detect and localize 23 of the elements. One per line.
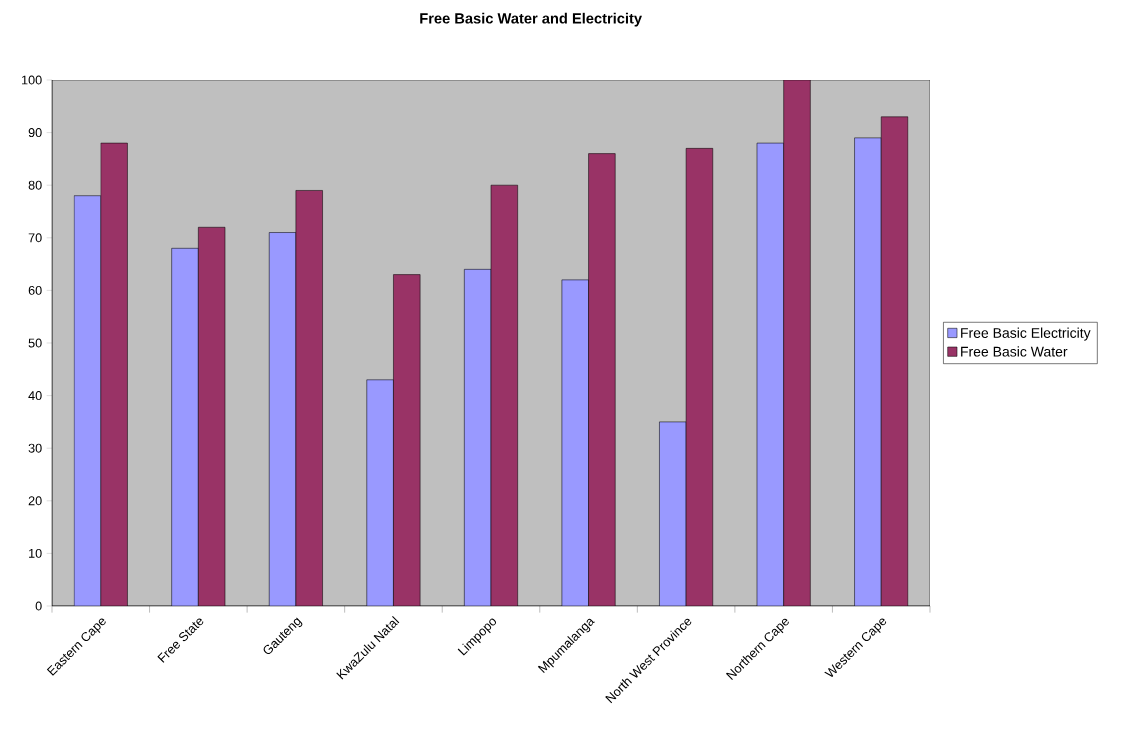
y-tick-label: 80 [28, 180, 42, 190]
y-tick-label: 10 [29, 548, 42, 558]
bar [171, 248, 199, 606]
bar [269, 232, 296, 606]
chart-title: Free Basic Water and Electricity [420, 12, 642, 27]
y-tick-label: 100 [22, 75, 42, 85]
bar [366, 379, 394, 606]
bar [74, 195, 101, 606]
legend-label: Free Basic Electricity [961, 327, 1091, 341]
bar [854, 137, 882, 606]
bar [464, 269, 491, 606]
y-tick-label: 0 [35, 601, 42, 611]
y-tick-label: 60 [28, 285, 42, 295]
y-tick-label: 20 [28, 496, 42, 506]
legend-label: Free Basic Water [961, 346, 1068, 357]
y-tick-label: 90 [28, 128, 42, 138]
bar [659, 421, 687, 606]
y-tick-label: 30 [28, 443, 42, 453]
y-tick-label: 70 [28, 233, 42, 243]
y-tick-label: 40 [28, 391, 42, 401]
bar [756, 143, 784, 606]
y-tick-label: 50 [28, 338, 42, 348]
bar [561, 279, 589, 606]
